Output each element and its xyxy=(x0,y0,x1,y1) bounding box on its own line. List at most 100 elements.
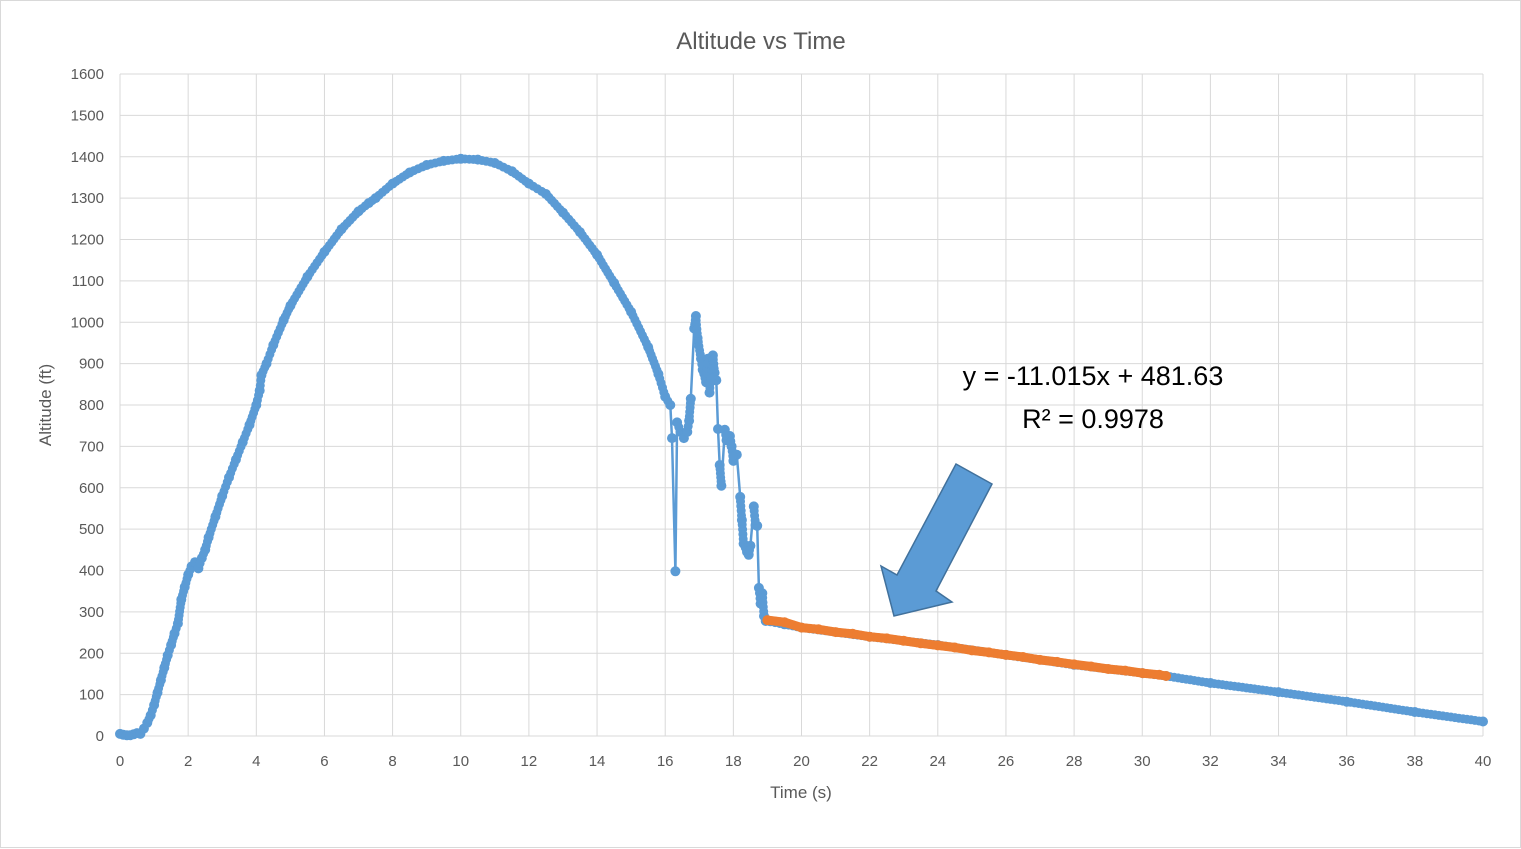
fit-segment-series-point xyxy=(1031,654,1041,664)
x-tick-label: 0 xyxy=(116,753,124,770)
fit-segment-series-point xyxy=(997,649,1007,659)
altitude-series-point xyxy=(351,209,361,219)
altitude-series-point xyxy=(182,574,192,584)
altitude-series-point xyxy=(179,586,189,596)
altitude-series-point xyxy=(209,516,219,526)
x-tick-label: 28 xyxy=(1066,753,1083,770)
altitude-series-point xyxy=(384,182,394,191)
altitude-series-point xyxy=(624,303,634,313)
altitude-series-point xyxy=(469,154,478,164)
altitude-series-point xyxy=(277,319,287,329)
altitude-series-point xyxy=(759,607,769,616)
altitude-series-point xyxy=(300,275,310,285)
x-tick-label: 2 xyxy=(184,753,192,770)
y-tick-label: 1600 xyxy=(71,66,104,83)
altitude-series-point xyxy=(203,537,212,546)
y-tick-label: 1200 xyxy=(71,232,104,249)
altitude-series-point xyxy=(216,495,226,505)
altitude-series-point xyxy=(695,350,705,359)
chart-title: Altitude vs Time xyxy=(676,28,845,55)
x-tick-labels: 0 2 4 6 8 10 12 14 16 18 20 22 24 26 28 30 32 34 36 38 40 xyxy=(116,753,1492,770)
fit-segment-series-point xyxy=(809,624,819,634)
y-tick-label: 0 xyxy=(96,728,104,745)
fit-segment-series-point xyxy=(963,645,973,655)
fit-segment-series-point xyxy=(1065,659,1075,669)
altitude-series-point xyxy=(692,329,702,339)
altitude-series-point xyxy=(607,274,617,284)
altitude-series-point xyxy=(171,623,181,633)
altitude-series-point xyxy=(670,566,681,577)
fit-segment-series-point xyxy=(826,626,836,636)
altitude-series-point xyxy=(151,692,161,702)
y-tick-label: 700 xyxy=(79,438,104,455)
y-axis-title: Altitude (ft) xyxy=(36,364,55,446)
x-tick-label: 24 xyxy=(929,753,946,770)
x-tick-label: 34 xyxy=(1270,753,1287,770)
trendline-r-squared: R² = 0.9978 xyxy=(1022,404,1164,434)
x-tick-label: 26 xyxy=(998,753,1015,770)
fit-segment-series-point xyxy=(1150,669,1160,679)
altitude-series-point xyxy=(1406,706,1416,716)
x-tick-label: 12 xyxy=(521,753,538,770)
altitude-series-point xyxy=(367,196,377,206)
fit-segment-series-point xyxy=(895,635,904,645)
altitude-series-point xyxy=(709,363,719,373)
x-tick-label: 14 xyxy=(589,753,606,770)
y-tick-label: 800 xyxy=(79,397,104,414)
arrow-annotation-icon xyxy=(879,462,994,617)
x-tick-label: 10 xyxy=(452,753,469,770)
altitude-series-point xyxy=(572,224,582,234)
y-tick-label: 1000 xyxy=(71,314,104,331)
altitude-series-point xyxy=(452,154,461,164)
altitude-series-point xyxy=(222,477,232,487)
gridlines xyxy=(119,73,1484,737)
altitude-series-point xyxy=(537,186,547,196)
y-tick-label: 300 xyxy=(79,604,104,621)
x-tick-label: 38 xyxy=(1407,753,1424,770)
y-tick-label: 200 xyxy=(79,645,104,662)
altitude-series-point xyxy=(1201,677,1211,687)
altitude-series-point xyxy=(590,247,600,257)
plot-area-series xyxy=(115,153,1488,741)
altitude-series-point xyxy=(236,442,246,452)
altitude-series-point xyxy=(683,421,693,431)
altitude-series-point xyxy=(706,374,716,384)
x-tick-label: 30 xyxy=(1134,753,1151,770)
altitude-series-point xyxy=(435,157,444,167)
altitude-series-point xyxy=(260,363,270,372)
altitude-series-point xyxy=(726,436,736,446)
fit-segment-series-point xyxy=(1116,665,1126,675)
altitude-series-point xyxy=(284,304,294,314)
fit-segment-series-point xyxy=(980,647,990,657)
x-tick-label: 4 xyxy=(252,753,260,770)
fit-segment-series-point xyxy=(912,638,921,648)
altitude-series-point xyxy=(360,201,370,211)
y-tick-label: 1100 xyxy=(72,273,104,290)
altitude-series-point xyxy=(486,157,496,167)
y-tick-labels: 0 100 200 300 400 500 600 700 800 900 1000 1100 1200… xyxy=(71,66,104,745)
altitude-series-point xyxy=(674,422,684,432)
altitude-series-point xyxy=(144,714,154,724)
x-tick-label: 22 xyxy=(861,753,878,770)
y-tick-label: 900 xyxy=(79,356,104,373)
altitude-series-point xyxy=(176,599,186,608)
y-tick-label: 1500 xyxy=(71,107,104,124)
x-tick-label: 32 xyxy=(1202,753,1219,770)
x-axis-title: Time (s) xyxy=(770,783,832,802)
altitude-series-point xyxy=(168,632,178,642)
x-tick-label: 18 xyxy=(725,753,742,770)
altitude-series-point xyxy=(401,170,411,180)
y-tick-label: 1400 xyxy=(71,149,104,166)
altitude-series-point xyxy=(652,365,662,375)
altitude-series-point xyxy=(256,375,266,385)
altitude-series-point xyxy=(728,451,738,461)
fit-segment-series-point xyxy=(775,617,785,627)
altitude-series-point xyxy=(721,430,731,440)
fit-segment-series-point xyxy=(1133,668,1143,677)
fit-segment-series-point xyxy=(946,642,956,652)
fit-segment-series-point xyxy=(860,631,870,641)
fit-segment-series-point xyxy=(1048,656,1058,666)
fit-segment-series-point xyxy=(843,628,853,638)
x-tick-label: 8 xyxy=(388,753,396,770)
